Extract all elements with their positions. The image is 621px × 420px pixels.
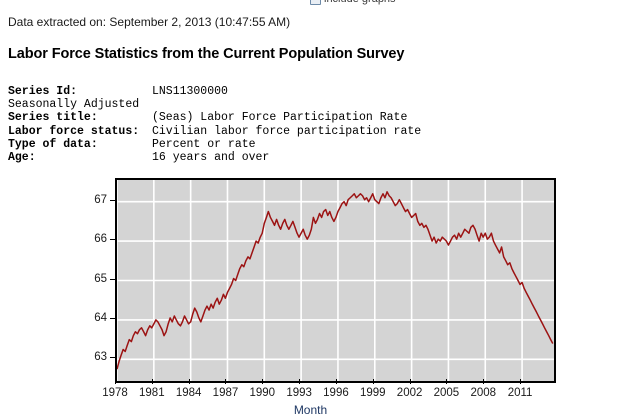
y-axis-tick-mark bbox=[110, 239, 115, 241]
checkbox-icon[interactable] bbox=[310, 0, 321, 5]
metadata-label: Age: bbox=[8, 150, 36, 164]
x-axis-tick-label: 2002 bbox=[396, 387, 423, 399]
metadata-value: 16 years and over bbox=[152, 150, 270, 164]
x-axis-tick-mark bbox=[299, 379, 301, 384]
plot-area bbox=[115, 178, 556, 383]
metadata-label: Labor force status: bbox=[8, 124, 140, 138]
metadata-value: LNS11300000 bbox=[152, 85, 228, 98]
y-axis-tick-mark bbox=[110, 278, 115, 280]
y-axis-tick-mark bbox=[110, 317, 115, 319]
x-axis-title: Month bbox=[293, 403, 328, 417]
x-axis-tick-label: 2005 bbox=[433, 387, 460, 399]
series-metadata: Series Id: LNS11300000 Seasonally Adjusted… bbox=[8, 85, 421, 164]
metadata-value: Civilian labor force participation rate bbox=[152, 124, 422, 138]
x-axis-tick-label: 1981 bbox=[139, 387, 165, 399]
y-axis-tick-label: 67 bbox=[94, 193, 107, 206]
x-axis-tick-label: 1984 bbox=[175, 387, 202, 399]
x-axis-tick-label: 1996 bbox=[323, 387, 349, 399]
x-axis-tick-mark bbox=[335, 379, 337, 384]
y-axis-tick-label: 66 bbox=[94, 233, 107, 246]
x-axis-tick-mark bbox=[409, 379, 411, 384]
x-axis-tick-mark bbox=[188, 379, 190, 384]
x-axis-tick-mark bbox=[115, 379, 116, 384]
metadata-label: Series Id: bbox=[8, 85, 78, 98]
include-graphs-checkbox-row[interactable]: include graphs bbox=[310, 0, 396, 5]
x-axis-tick-label: 1990 bbox=[249, 387, 276, 399]
x-axis-tick-mark bbox=[372, 379, 374, 384]
metadata-row: Labor force status: Civilian labor force … bbox=[8, 125, 421, 138]
series-plot bbox=[117, 180, 554, 381]
metadata-row: Age: 16 years and over bbox=[8, 151, 421, 164]
x-axis-tick-mark bbox=[262, 379, 264, 384]
metadata-label: Series title: bbox=[8, 111, 98, 125]
x-axis-tick-label: 2008 bbox=[470, 387, 497, 399]
x-axis-tick-label: 1993 bbox=[286, 387, 312, 399]
metadata-label: Seasonally Adjusted bbox=[8, 98, 140, 112]
x-axis-tick-mark bbox=[483, 379, 485, 384]
include-graphs-bar: include graphs bbox=[0, 0, 621, 10]
data-extracted-timestamp: Data extracted on: September 2, 2013 (10… bbox=[8, 15, 291, 29]
x-axis-tick-mark bbox=[520, 379, 522, 384]
y-axis-tick-label: 63 bbox=[94, 351, 107, 364]
metadata-value: (Seas) Labor Force Participation Rate bbox=[152, 111, 408, 125]
metadata-row: Type of data: Percent or rate bbox=[8, 138, 421, 151]
metadata-label: Type of data: bbox=[8, 137, 98, 151]
y-axis-tick-mark bbox=[110, 357, 115, 359]
metadata-row: Series title: (Seas) Labor Force Particip… bbox=[8, 111, 421, 124]
x-axis-tick-mark bbox=[446, 379, 448, 384]
chart-container: 63 64 65 66 67 1978 1981 1984 1987 1990 1993 1996 19… bbox=[0, 170, 621, 420]
y-axis-tick-label: 65 bbox=[94, 272, 107, 285]
x-axis-tick-label: 1978 bbox=[102, 387, 128, 399]
metadata-row: Series Id: LNS11300000 bbox=[8, 85, 421, 98]
x-axis-tick-label: 1999 bbox=[359, 387, 386, 399]
x-axis-tick-mark bbox=[225, 379, 227, 384]
y-axis-tick-mark bbox=[110, 199, 115, 201]
metadata-row: Seasonally Adjusted bbox=[8, 98, 421, 111]
include-graphs-label: include graphs bbox=[324, 0, 396, 5]
x-axis-tick-label: 1987 bbox=[212, 387, 239, 399]
page-title: Labor Force Statistics from the Current … bbox=[8, 46, 405, 62]
x-axis-tick-label: 2011 bbox=[507, 387, 533, 399]
metadata-value: Percent or rate bbox=[152, 137, 256, 151]
x-axis-tick-mark bbox=[151, 379, 153, 384]
y-axis-tick-label: 64 bbox=[94, 311, 107, 324]
